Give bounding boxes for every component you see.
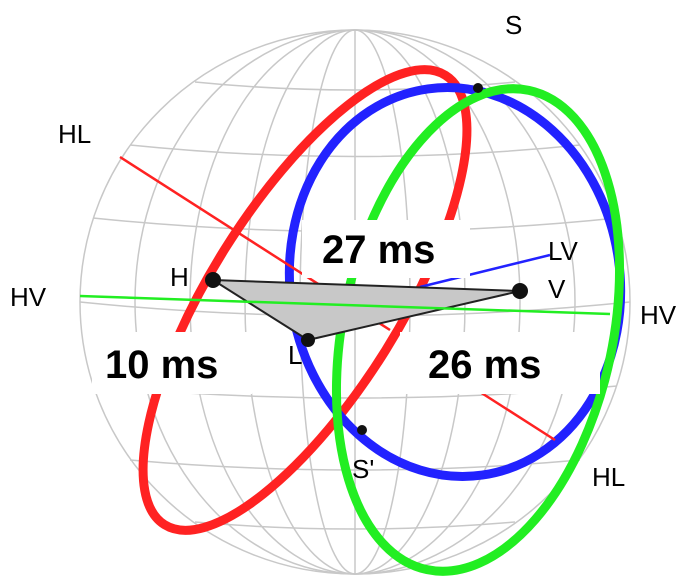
label: S' [352,454,374,484]
triangle [209,278,521,342]
point-h [205,272,221,288]
lv-axis [419,253,551,289]
label-box [400,332,600,394]
label: 27 ms [322,228,435,272]
label: HV [640,300,677,330]
point-s-prime [357,425,367,435]
label: HL [58,119,91,149]
label: V [548,274,566,304]
label: HL [592,462,625,492]
label: HV [10,282,47,312]
point-s [473,83,483,93]
red-circle [138,65,472,535]
label: S [505,10,522,40]
label: L [288,340,302,370]
label-box [92,332,252,394]
label: LV [548,236,579,266]
label: 10 ms [105,343,218,387]
label: H [170,262,189,292]
hl-axis-lower [479,390,556,442]
hv-axis [79,294,611,316]
label-box [302,220,470,278]
point-v [512,283,528,299]
point-l [301,333,315,347]
label: 26 ms [428,343,541,387]
